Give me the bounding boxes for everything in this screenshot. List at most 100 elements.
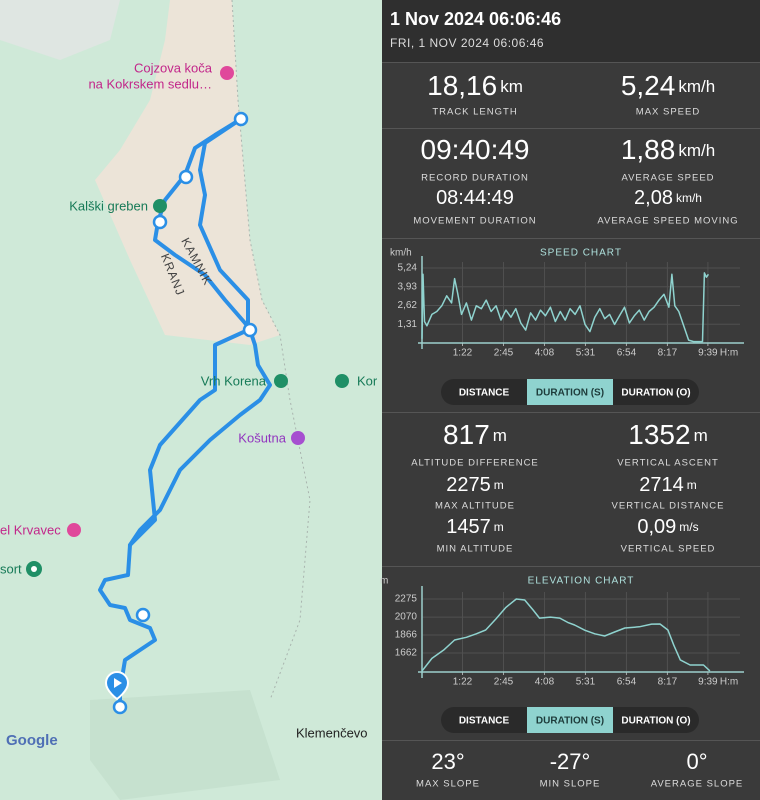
data-line bbox=[421, 272, 710, 343]
data-line bbox=[421, 598, 711, 672]
y-tick-label: 2070 bbox=[395, 612, 418, 623]
stat-label: MIN ALTITUDE bbox=[437, 544, 514, 555]
stat-label: MAX SLOPE bbox=[416, 779, 480, 790]
y-tick-label: 2275 bbox=[395, 594, 418, 605]
stat-unit: m bbox=[494, 520, 504, 534]
stat-number: -27° bbox=[550, 749, 591, 774]
x-tick-label: 5:31 bbox=[576, 348, 596, 359]
stat-value: 1352 m bbox=[628, 419, 707, 450]
map-label: Cojzova koča bbox=[134, 60, 213, 75]
map-area bbox=[0, 0, 120, 60]
stat-value: 18,16 km bbox=[427, 70, 523, 101]
stat-label: AVERAGE SLOPE bbox=[651, 779, 744, 790]
stat-unit: km/h bbox=[678, 141, 715, 160]
stat-value: -27° bbox=[550, 749, 591, 774]
attribution: Google bbox=[6, 732, 58, 749]
y-axis-label: km/h bbox=[390, 248, 412, 259]
waypoint[interactable] bbox=[242, 322, 258, 338]
stat-number: 2275 bbox=[446, 474, 491, 496]
stat-unit: m/s bbox=[679, 520, 698, 534]
stat-number: 5,24 bbox=[621, 70, 676, 101]
x-axis-label: H:m bbox=[720, 348, 738, 359]
map-label: Klemenčevo bbox=[296, 725, 368, 740]
toggle-button-label[interactable]: DURATION (S) bbox=[536, 716, 604, 727]
stat-unit: m bbox=[493, 426, 507, 445]
stat-value: 5,24 km/h bbox=[621, 70, 715, 101]
toggle-button[interactable] bbox=[527, 707, 613, 733]
stat-unit: km/h bbox=[676, 191, 702, 205]
toggle-button-label[interactable]: DURATION (O) bbox=[621, 716, 690, 727]
stat-label: ALTITUDE DIFFERENCE bbox=[411, 458, 539, 469]
x-tick-label: 6:54 bbox=[617, 348, 637, 359]
map-area bbox=[90, 690, 280, 800]
stat-label: MAX SPEED bbox=[636, 107, 700, 118]
y-tick-label: 2,62 bbox=[398, 300, 418, 311]
waypoint[interactable] bbox=[135, 607, 151, 623]
stat-number: 08:44:49 bbox=[436, 187, 514, 209]
chart-title: SPEED CHART bbox=[540, 248, 622, 259]
poi-icon[interactable] bbox=[67, 523, 81, 537]
stat-label: VERTICAL ASCENT bbox=[617, 458, 719, 469]
stat-label: MIN SLOPE bbox=[540, 779, 601, 790]
stat-value: 2714 m bbox=[639, 474, 697, 496]
x-tick-label: 1:22 bbox=[453, 677, 473, 688]
x-axis-label: H:m bbox=[720, 677, 738, 688]
waypoint[interactable] bbox=[112, 699, 128, 715]
toggle-button-label[interactable]: DURATION (O) bbox=[621, 388, 690, 399]
x-tick-label: 2:45 bbox=[494, 348, 514, 359]
y-tick-label: 3,93 bbox=[398, 281, 418, 292]
waypoint[interactable] bbox=[178, 169, 194, 185]
poi-icon[interactable] bbox=[274, 374, 288, 388]
toggle-button-label[interactable]: DISTANCE bbox=[459, 388, 510, 399]
stat-value: 0° bbox=[686, 749, 707, 774]
waypoints bbox=[112, 111, 258, 715]
stat-label: MOVEMENT DURATION bbox=[413, 216, 536, 227]
stat-value: 23° bbox=[431, 749, 464, 774]
x-tick-label: 8:17 bbox=[658, 348, 678, 359]
stat-label: VERTICAL DISTANCE bbox=[612, 501, 725, 512]
toggle-button[interactable] bbox=[527, 379, 613, 405]
stat-unit: m bbox=[687, 478, 697, 492]
stat-unit: m bbox=[494, 478, 504, 492]
poi-icon[interactable] bbox=[335, 374, 349, 388]
poi-icon bbox=[31, 566, 37, 572]
poi-icon[interactable] bbox=[291, 431, 305, 445]
x-tick-label: 4:08 bbox=[535, 677, 555, 688]
toggle-button-label[interactable]: DURATION (S) bbox=[536, 388, 604, 399]
map-label: na Kokrskem sedlu… bbox=[88, 76, 212, 91]
map-label: sort bbox=[0, 561, 22, 576]
stat-value: 2,08 km/h bbox=[634, 187, 702, 209]
stat-value: 2275 m bbox=[446, 474, 504, 496]
waypoint[interactable] bbox=[152, 214, 168, 230]
stat-label: MAX ALTITUDE bbox=[435, 501, 515, 512]
stat-value: 817 m bbox=[443, 419, 507, 450]
stat-number: 2714 bbox=[639, 474, 684, 496]
chart-title: ELEVATION CHART bbox=[528, 576, 635, 587]
waypoint[interactable] bbox=[233, 111, 249, 127]
stat-label: RECORD DURATION bbox=[421, 173, 529, 184]
map-label: Vrh Korena bbox=[201, 373, 267, 388]
y-tick-label: 1,31 bbox=[398, 319, 418, 330]
toggle-button-label[interactable]: DISTANCE bbox=[459, 716, 510, 727]
x-tick-label: 5:31 bbox=[576, 677, 596, 688]
stat-value: 1457 m bbox=[446, 516, 504, 538]
x-tick-label: 1:22 bbox=[453, 348, 473, 359]
x-tick-label: 9:39 bbox=[698, 677, 718, 688]
stat-number: 1352 bbox=[628, 419, 690, 450]
map-label: Kalški greben bbox=[69, 198, 148, 213]
y-tick-label: 1866 bbox=[395, 630, 418, 641]
stat-value: 08:44:49 bbox=[436, 187, 514, 209]
map-label: el Krvavec bbox=[0, 522, 61, 537]
stat-number: 23° bbox=[431, 749, 464, 774]
poi-icon[interactable] bbox=[220, 66, 234, 80]
y-tick-label: 5,24 bbox=[398, 263, 418, 274]
stat-label: AVERAGE SPEED MOVING bbox=[597, 216, 738, 227]
poi-icon[interactable] bbox=[153, 199, 167, 213]
route-path bbox=[98, 117, 272, 709]
stat-unit: km/h bbox=[678, 77, 715, 96]
x-tick-label: 9:39 bbox=[698, 348, 718, 359]
x-tick-label: 8:17 bbox=[658, 677, 678, 688]
stat-number: 2,08 bbox=[634, 187, 673, 209]
stat-label: AVERAGE SPEED bbox=[621, 173, 714, 184]
